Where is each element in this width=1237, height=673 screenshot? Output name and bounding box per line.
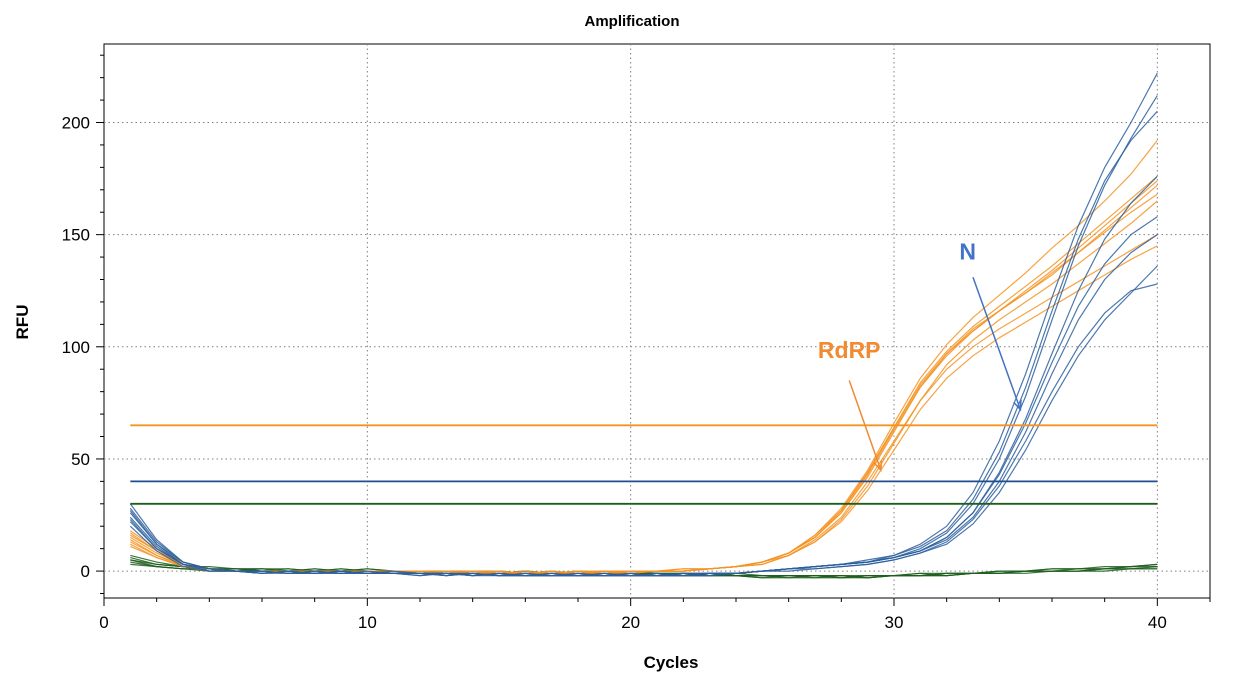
annotation-label: RdRP	[818, 337, 881, 363]
y-tick-label: 0	[81, 562, 90, 581]
series-line-rdrp	[129, 180, 1158, 574]
x-tick-label: 0	[99, 613, 108, 632]
annotation-label: N	[959, 238, 976, 264]
x-axis-label: Cycles	[644, 653, 699, 672]
series-curves	[129, 72, 1158, 579]
series-line-rdrp	[130, 140, 1158, 574]
series-line-n	[129, 175, 1158, 577]
y-tick-label: 100	[62, 338, 90, 357]
annotation-rdrp: RdRP	[818, 337, 883, 472]
y-tick-label: 150	[62, 226, 90, 245]
plot-frame	[103, 43, 1211, 599]
series-line-rdrp	[130, 245, 1158, 574]
series-line-rdrp	[129, 200, 1158, 574]
series-line-n	[129, 265, 1158, 577]
series-line-rdrp	[129, 184, 1158, 574]
x-tick-label: 30	[885, 613, 904, 632]
annotation-arrow-line	[848, 380, 882, 471]
chart-title: Amplification	[584, 13, 679, 30]
y-tick-label: 50	[71, 450, 90, 469]
annotation-n: N	[959, 238, 1022, 412]
y-tick-label: 200	[62, 114, 90, 133]
series-line-negative	[130, 554, 1158, 577]
y-axis-label: RFU	[13, 305, 32, 340]
series-line-rdrp	[130, 193, 1158, 574]
x-tick-label: 20	[621, 613, 640, 632]
x-tick-label: 10	[358, 613, 377, 632]
x-tick-label: 40	[1148, 613, 1167, 632]
threshold-lines	[130, 424, 1158, 505]
series-line-n	[129, 216, 1158, 577]
series-line-n	[129, 110, 1158, 577]
series-line-n	[129, 234, 1158, 577]
series-line-rdrp	[129, 234, 1158, 574]
axis-ticks: 0 50 100 150 200 0 10 20 30 40	[62, 54, 1211, 632]
series-line-rdrp	[129, 175, 1158, 574]
annotation-arrow-head	[873, 460, 883, 472]
annotation-arrow-head	[1013, 399, 1022, 412]
annotation-arrow-line	[972, 277, 1022, 410]
series-line-n	[129, 72, 1158, 577]
